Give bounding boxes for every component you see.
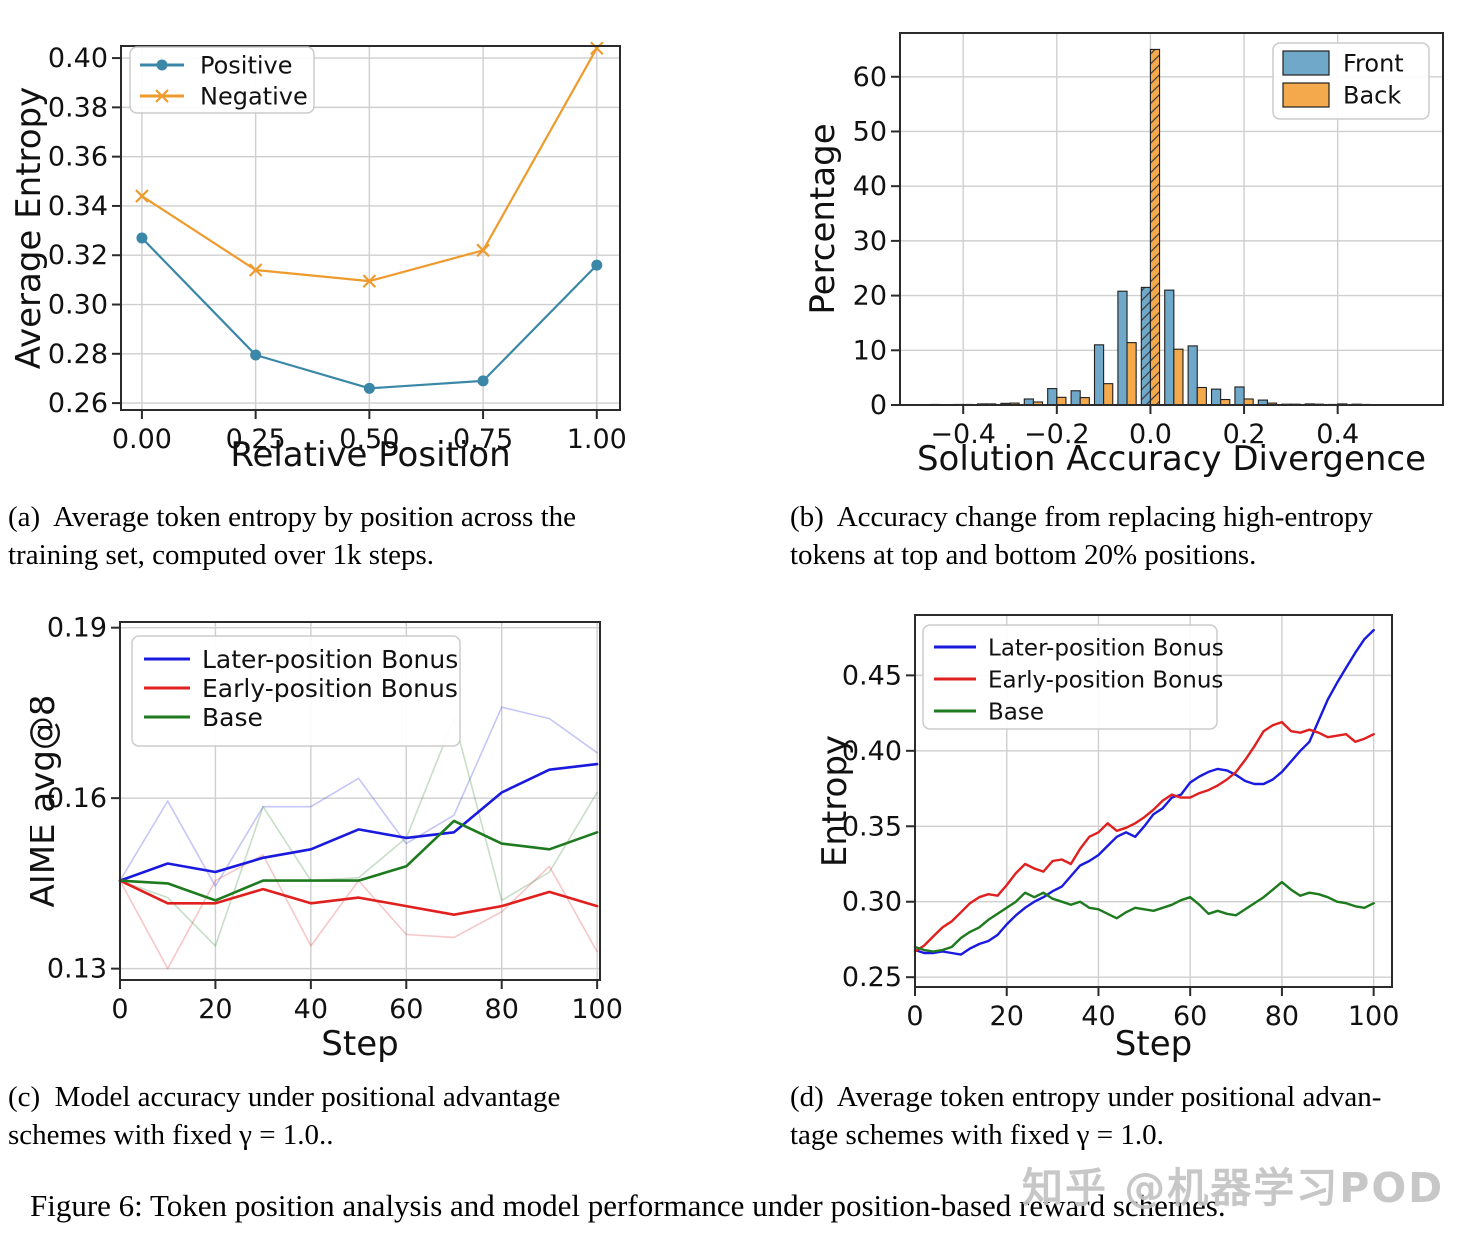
svg-text:0.19: 0.19 xyxy=(47,613,107,644)
chart-aime-accuracy-by-step: 0 20 40 60 80 100 0.13 0.16 0.19 Step AIME avg@8 La… xyxy=(30,613,623,1064)
subcaption-c-line2: schemes with fixed γ = 1.0.. xyxy=(8,1119,334,1151)
subcaption-c-line1: (c) Model accuracy under positional adva… xyxy=(8,1081,561,1113)
svg-text:80: 80 xyxy=(1265,1001,1299,1032)
svg-text:−0.2: −0.2 xyxy=(1024,419,1090,450)
svg-text:0.26: 0.26 xyxy=(48,388,108,419)
svg-text:50: 50 xyxy=(853,116,887,147)
subcaption-a: (a) Average token entropy by position ac… xyxy=(8,498,688,574)
svg-text:0.0: 0.0 xyxy=(1129,419,1172,450)
svg-text:0: 0 xyxy=(906,1001,923,1032)
svg-text:0: 0 xyxy=(111,994,128,1025)
svg-text:Later-position Bonus: Later-position Bonus xyxy=(988,635,1224,661)
svg-text:Entropy: Entropy xyxy=(815,735,855,867)
svg-text:0.28: 0.28 xyxy=(48,339,108,370)
svg-text:Average Entropy: Average Entropy xyxy=(10,87,49,370)
svg-text:−0.4: −0.4 xyxy=(930,419,996,450)
svg-text:40: 40 xyxy=(1081,1001,1115,1032)
svg-text:40: 40 xyxy=(294,994,328,1025)
subcaption-b-line2: tokens at top and bottom 20% positions. xyxy=(790,539,1257,571)
svg-text:1.00: 1.00 xyxy=(567,424,627,455)
svg-text:0: 0 xyxy=(870,390,887,421)
svg-text:0.40: 0.40 xyxy=(48,43,108,74)
svg-text:Step: Step xyxy=(1115,1024,1192,1064)
svg-text:0.38: 0.38 xyxy=(48,92,108,123)
svg-text:AIME avg@8: AIME avg@8 xyxy=(30,694,63,907)
subcaption-a-line2: training set, computed over 1k steps. xyxy=(8,539,435,571)
subcaption-d-line2: tage schemes with fixed γ = 1.0. xyxy=(790,1119,1164,1151)
chart-entropy-by-step: 0 20 40 60 80 100 0.25 0.30 0.35 0.40 0.45 Step Entr… xyxy=(815,614,1400,1064)
subcaption-b-line1: (b) Accuracy change from replacing high-… xyxy=(790,501,1373,533)
svg-text:Step: Step xyxy=(321,1024,398,1064)
svg-text:60: 60 xyxy=(1173,1001,1207,1032)
svg-text:0.45: 0.45 xyxy=(842,660,902,691)
svg-text:0.50: 0.50 xyxy=(339,424,399,455)
svg-text:Later-position Bonus: Later-position Bonus xyxy=(202,645,458,674)
svg-text:10: 10 xyxy=(853,335,887,366)
svg-text:Back: Back xyxy=(1343,82,1401,110)
figure-caption: Figure 6: Token position analysis and mo… xyxy=(30,1188,1226,1223)
svg-text:0.2: 0.2 xyxy=(1223,419,1266,450)
svg-text:100: 100 xyxy=(571,994,623,1025)
svg-text:0.30: 0.30 xyxy=(842,887,902,918)
svg-text:0.4: 0.4 xyxy=(1316,419,1359,450)
svg-text:20: 20 xyxy=(198,994,232,1025)
svg-text:0.30: 0.30 xyxy=(48,290,108,321)
svg-text:0.36: 0.36 xyxy=(48,142,108,173)
svg-text:Percentage: Percentage xyxy=(803,123,843,314)
svg-text:0.75: 0.75 xyxy=(453,424,513,455)
svg-text:20: 20 xyxy=(990,1001,1024,1032)
svg-text:Front: Front xyxy=(1343,50,1404,78)
svg-text:Positive: Positive xyxy=(200,52,293,80)
svg-text:Base: Base xyxy=(202,703,263,732)
svg-text:0.25: 0.25 xyxy=(842,962,902,993)
svg-text:0.34: 0.34 xyxy=(48,191,108,222)
svg-text:0.35: 0.35 xyxy=(842,811,902,842)
svg-text:Early-position Bonus: Early-position Bonus xyxy=(988,667,1223,693)
svg-text:0.16: 0.16 xyxy=(47,783,107,814)
svg-text:20: 20 xyxy=(853,281,887,312)
svg-text:Early-position Bonus: Early-position Bonus xyxy=(202,674,458,703)
svg-text:100: 100 xyxy=(1348,1001,1400,1032)
svg-text:40: 40 xyxy=(853,171,887,202)
svg-text:0.25: 0.25 xyxy=(226,424,286,455)
chart-solution-accuracy-divergence-histogram: −0.4 −0.2 0.0 0.2 0.4 0 10 20 30 40 50 60 Solution A… xyxy=(803,32,1444,479)
svg-text:0.13: 0.13 xyxy=(47,954,107,985)
chart-entropy-by-relative-position: 0.00 0.25 0.50 0.75 1.00 0.26 0.28 0.30 0.32 0.34… xyxy=(10,41,627,475)
subcaption-a-line1: (a) Average token entropy by position ac… xyxy=(8,501,577,533)
subcaption-d: (d) Average token entropy under position… xyxy=(790,1078,1462,1154)
svg-text:0.40: 0.40 xyxy=(842,736,902,767)
svg-text:30: 30 xyxy=(853,226,887,257)
svg-text:60: 60 xyxy=(389,994,423,1025)
svg-text:Solution Accuracy Divergence: Solution Accuracy Divergence xyxy=(917,439,1426,479)
svg-text:0.00: 0.00 xyxy=(112,424,172,455)
svg-text:Negative: Negative xyxy=(200,83,308,111)
svg-text:60: 60 xyxy=(853,62,887,93)
svg-text:80: 80 xyxy=(485,994,519,1025)
subcaption-c: (c) Model accuracy under positional adva… xyxy=(8,1078,688,1154)
svg-text:0.32: 0.32 xyxy=(48,240,108,271)
subcaption-b: (b) Accuracy change from replacing high-… xyxy=(790,498,1462,574)
svg-text:Base: Base xyxy=(988,699,1044,725)
subcaption-d-line1: (d) Average token entropy under position… xyxy=(790,1081,1382,1113)
svg-text:Relative Position: Relative Position xyxy=(230,435,510,475)
